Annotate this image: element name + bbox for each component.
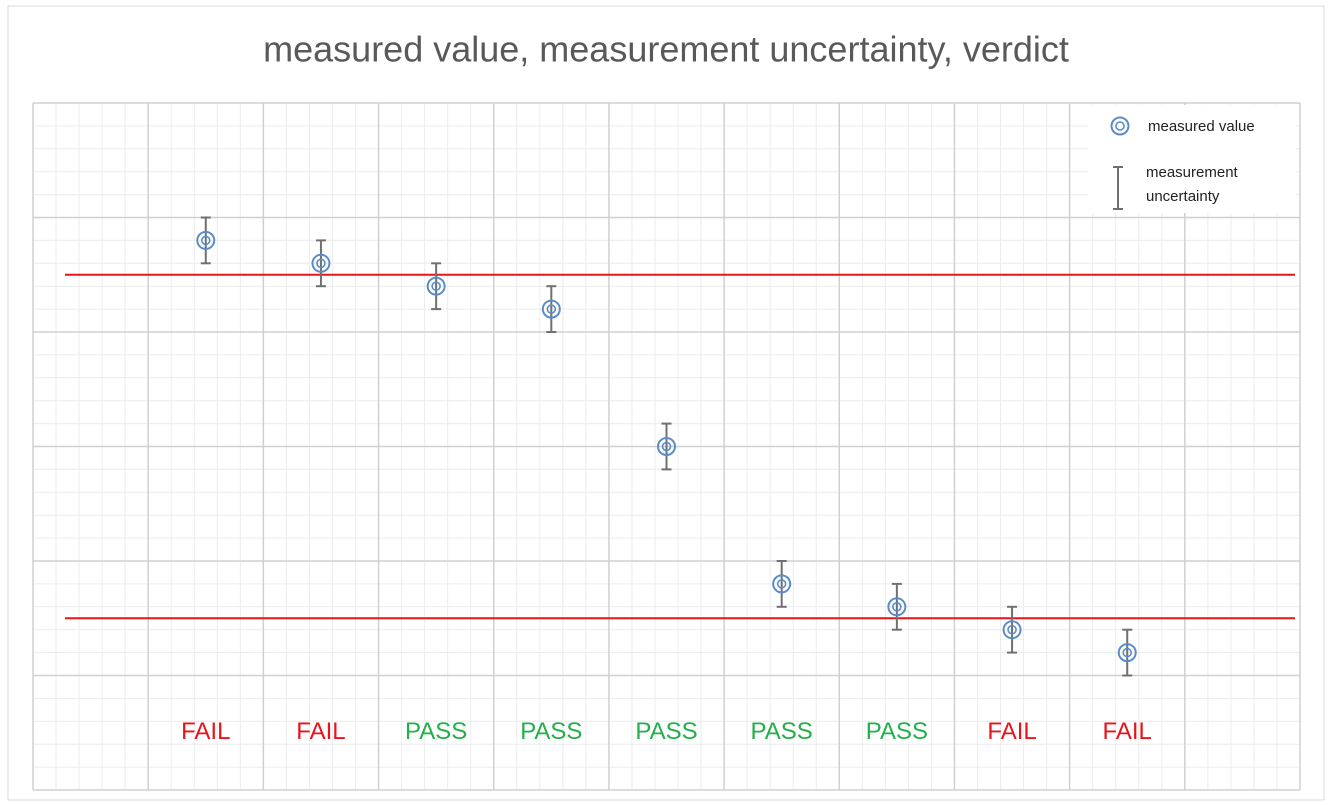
chart-title: measured value, measurement uncertainty,… [263, 29, 1069, 70]
verdict-label: PASS [635, 718, 697, 745]
marker-outer [657, 437, 676, 456]
marker-inner [1115, 121, 1125, 131]
verdict-label: FAIL [987, 718, 1036, 745]
marker-outer [1117, 643, 1137, 663]
verdict-label: PASS [405, 718, 467, 745]
error-bar [431, 262, 442, 311]
marker [541, 299, 561, 319]
marker [311, 253, 331, 273]
marker-inner [776, 579, 787, 589]
marker-outer [311, 253, 331, 273]
legend-label: measured value [1148, 118, 1255, 135]
marker [887, 597, 907, 617]
marker-outer [887, 597, 907, 617]
marker-inner [892, 601, 902, 612]
marker [1117, 643, 1137, 663]
marker-outer [1110, 116, 1130, 136]
verdict-label: PASS [520, 718, 582, 745]
marker-inner [431, 281, 441, 292]
marker-outer [426, 276, 446, 296]
marker-inner [1122, 647, 1133, 658]
marker [772, 574, 792, 594]
error-bar [315, 239, 326, 288]
legend-label-box: measurement uncertainty [1146, 164, 1238, 205]
verdict-label: PASS [751, 718, 813, 745]
marker-inner [546, 304, 557, 314]
error-bar [1113, 166, 1123, 210]
error-bar [776, 560, 787, 608]
marker-outer [772, 574, 792, 594]
error-bar [661, 422, 672, 471]
verdict-label: FAIL [1103, 718, 1152, 745]
marker-inner [661, 441, 672, 452]
marker [196, 230, 216, 250]
verdict-label: PASS [866, 718, 928, 745]
marker-inner [316, 258, 326, 269]
marker-outer [196, 230, 216, 250]
error-bar [1007, 605, 1018, 654]
error-bar [200, 216, 211, 265]
error-bar [891, 582, 902, 631]
marker [1110, 116, 1130, 136]
marker [657, 437, 676, 456]
marker-outer [1002, 620, 1022, 640]
legend-label: measurement uncertainty [1146, 164, 1238, 205]
marker-inner [200, 235, 211, 246]
error-bar [1122, 628, 1133, 677]
legend: measured value measurement uncertainty [1088, 105, 1296, 213]
error-bar [546, 285, 557, 333]
verdict-label: FAIL [296, 718, 345, 745]
marker [1002, 620, 1022, 640]
marker-inner [1007, 624, 1017, 635]
marker-outer [541, 299, 561, 319]
verdict-label: FAIL [181, 718, 230, 745]
marker [426, 276, 446, 296]
